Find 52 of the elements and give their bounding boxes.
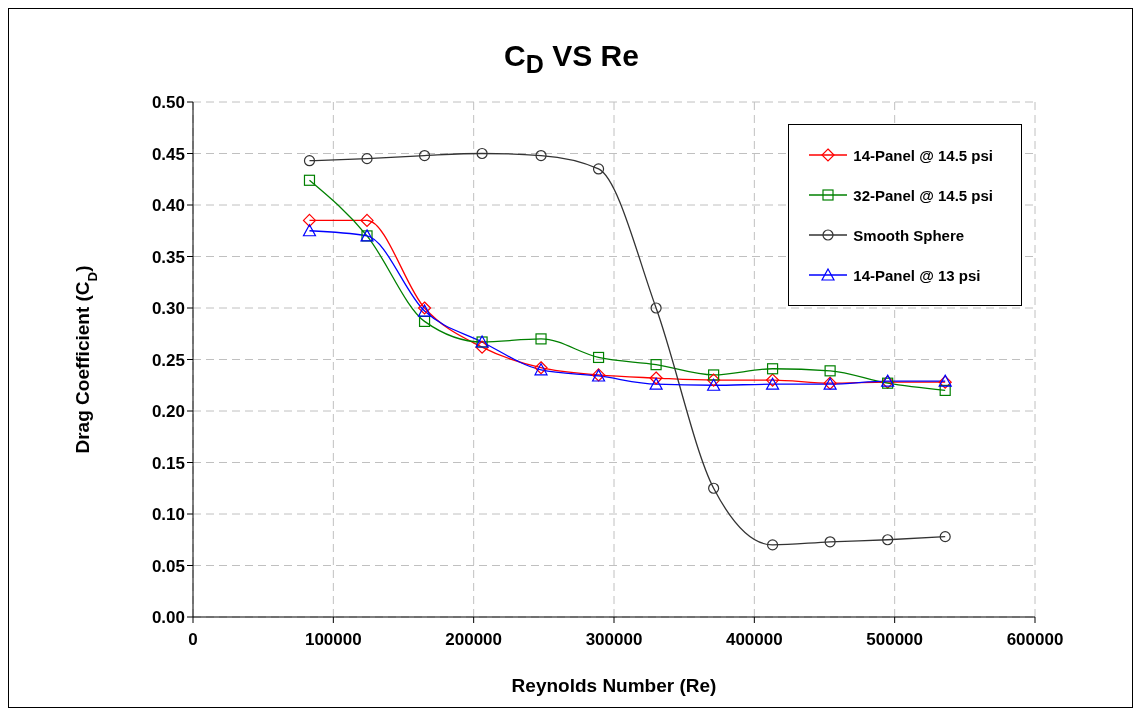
y-tick-label: 0.45 <box>151 144 185 164</box>
point <box>649 377 663 390</box>
point <box>475 340 489 354</box>
x-axis-title: Reynolds Number (Re) <box>511 675 717 696</box>
point <box>360 213 374 228</box>
y-tick-label: 0.15 <box>151 453 185 473</box>
point <box>535 149 547 162</box>
legend-label: 32-Panel @ 14.5 psi <box>853 186 993 204</box>
point <box>708 482 720 494</box>
point <box>361 153 373 165</box>
y-tick-label: 0.35 <box>151 247 185 267</box>
x-tick-label: 600000 <box>1006 630 1064 650</box>
x-tick-label: 100000 <box>304 630 362 650</box>
x-tick-label: 300000 <box>585 630 643 650</box>
point <box>302 213 317 228</box>
point <box>824 365 836 377</box>
point <box>766 363 779 375</box>
point <box>592 163 605 175</box>
point <box>418 149 431 162</box>
point <box>535 333 547 345</box>
point <box>939 531 951 543</box>
point <box>649 371 663 385</box>
point <box>707 378 721 391</box>
point <box>766 539 779 551</box>
point <box>824 536 836 548</box>
point <box>708 369 720 381</box>
point <box>302 224 317 237</box>
y-tick-label: 0.30 <box>151 299 185 319</box>
point <box>303 155 316 167</box>
point <box>707 373 721 387</box>
y-tick-label: 0.00 <box>151 608 185 628</box>
point <box>650 302 662 314</box>
point <box>650 359 662 371</box>
chart-title: C$_{D}$ VS Re <box>503 39 640 79</box>
point <box>303 174 316 186</box>
legend-label: 14-Panel @ 14.5 psi <box>853 146 993 164</box>
legend-label: 14-Panel @ 13 psi <box>853 266 981 284</box>
x-tick-label: 500000 <box>866 630 924 650</box>
y-tick-label: 0.05 <box>151 556 185 576</box>
x-tick-label: 0 <box>188 630 198 650</box>
y-tick-label: 0.20 <box>151 402 185 422</box>
y-tick-label: 0.25 <box>151 350 185 370</box>
y-tick-label: 0.10 <box>151 505 185 525</box>
point <box>476 147 488 160</box>
point <box>765 377 780 390</box>
legend-label: Smooth Sphere <box>853 226 965 244</box>
point <box>882 534 894 546</box>
y-tick-label: 0.40 <box>151 196 185 216</box>
x-tick-label: 200000 <box>445 630 503 650</box>
x-tick-label: 400000 <box>725 630 783 650</box>
point <box>592 351 605 364</box>
y-tick-label: 0.50 <box>151 93 185 113</box>
